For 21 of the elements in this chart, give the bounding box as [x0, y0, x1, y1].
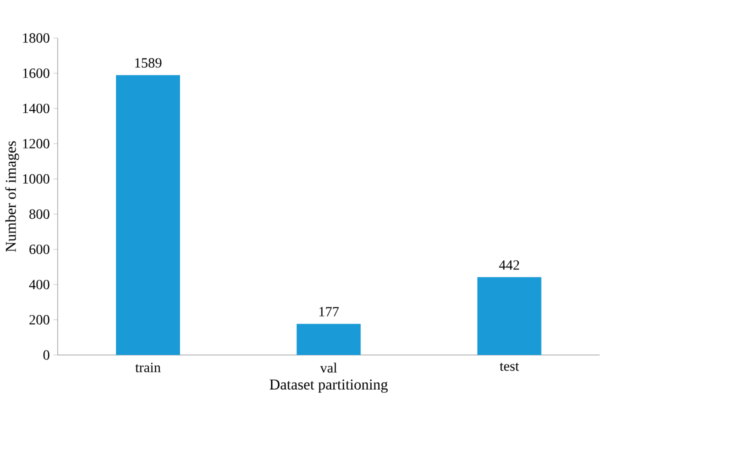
- bar: [116, 75, 180, 355]
- y-tick-label: 1800: [23, 33, 50, 43]
- x-tick-label: val: [320, 362, 337, 373]
- y-tick-label: 1200: [23, 138, 50, 148]
- x-tick-label: train: [135, 362, 161, 372]
- bar: [296, 324, 361, 355]
- y-tick-label: 400: [29, 280, 50, 290]
- y-tick-label: 1600: [23, 68, 50, 78]
- y-axis-title: Number of images: [5, 141, 19, 252]
- y-tick-label: 200: [29, 315, 50, 325]
- y-tick-label: 800: [29, 209, 50, 219]
- data-label: 177: [319, 307, 339, 316]
- x-tick-label: test: [500, 362, 519, 371]
- data-label: 442: [499, 260, 520, 270]
- y-tick-label: 0: [43, 350, 50, 360]
- bar: [477, 277, 542, 355]
- data-label: 1589: [135, 58, 162, 68]
- y-tick-label: 1400: [23, 104, 50, 114]
- y-tick-label: 1000: [23, 174, 50, 184]
- y-tick-label: 600: [29, 244, 50, 254]
- x-axis-title: Dataset partitioning: [270, 380, 388, 393]
